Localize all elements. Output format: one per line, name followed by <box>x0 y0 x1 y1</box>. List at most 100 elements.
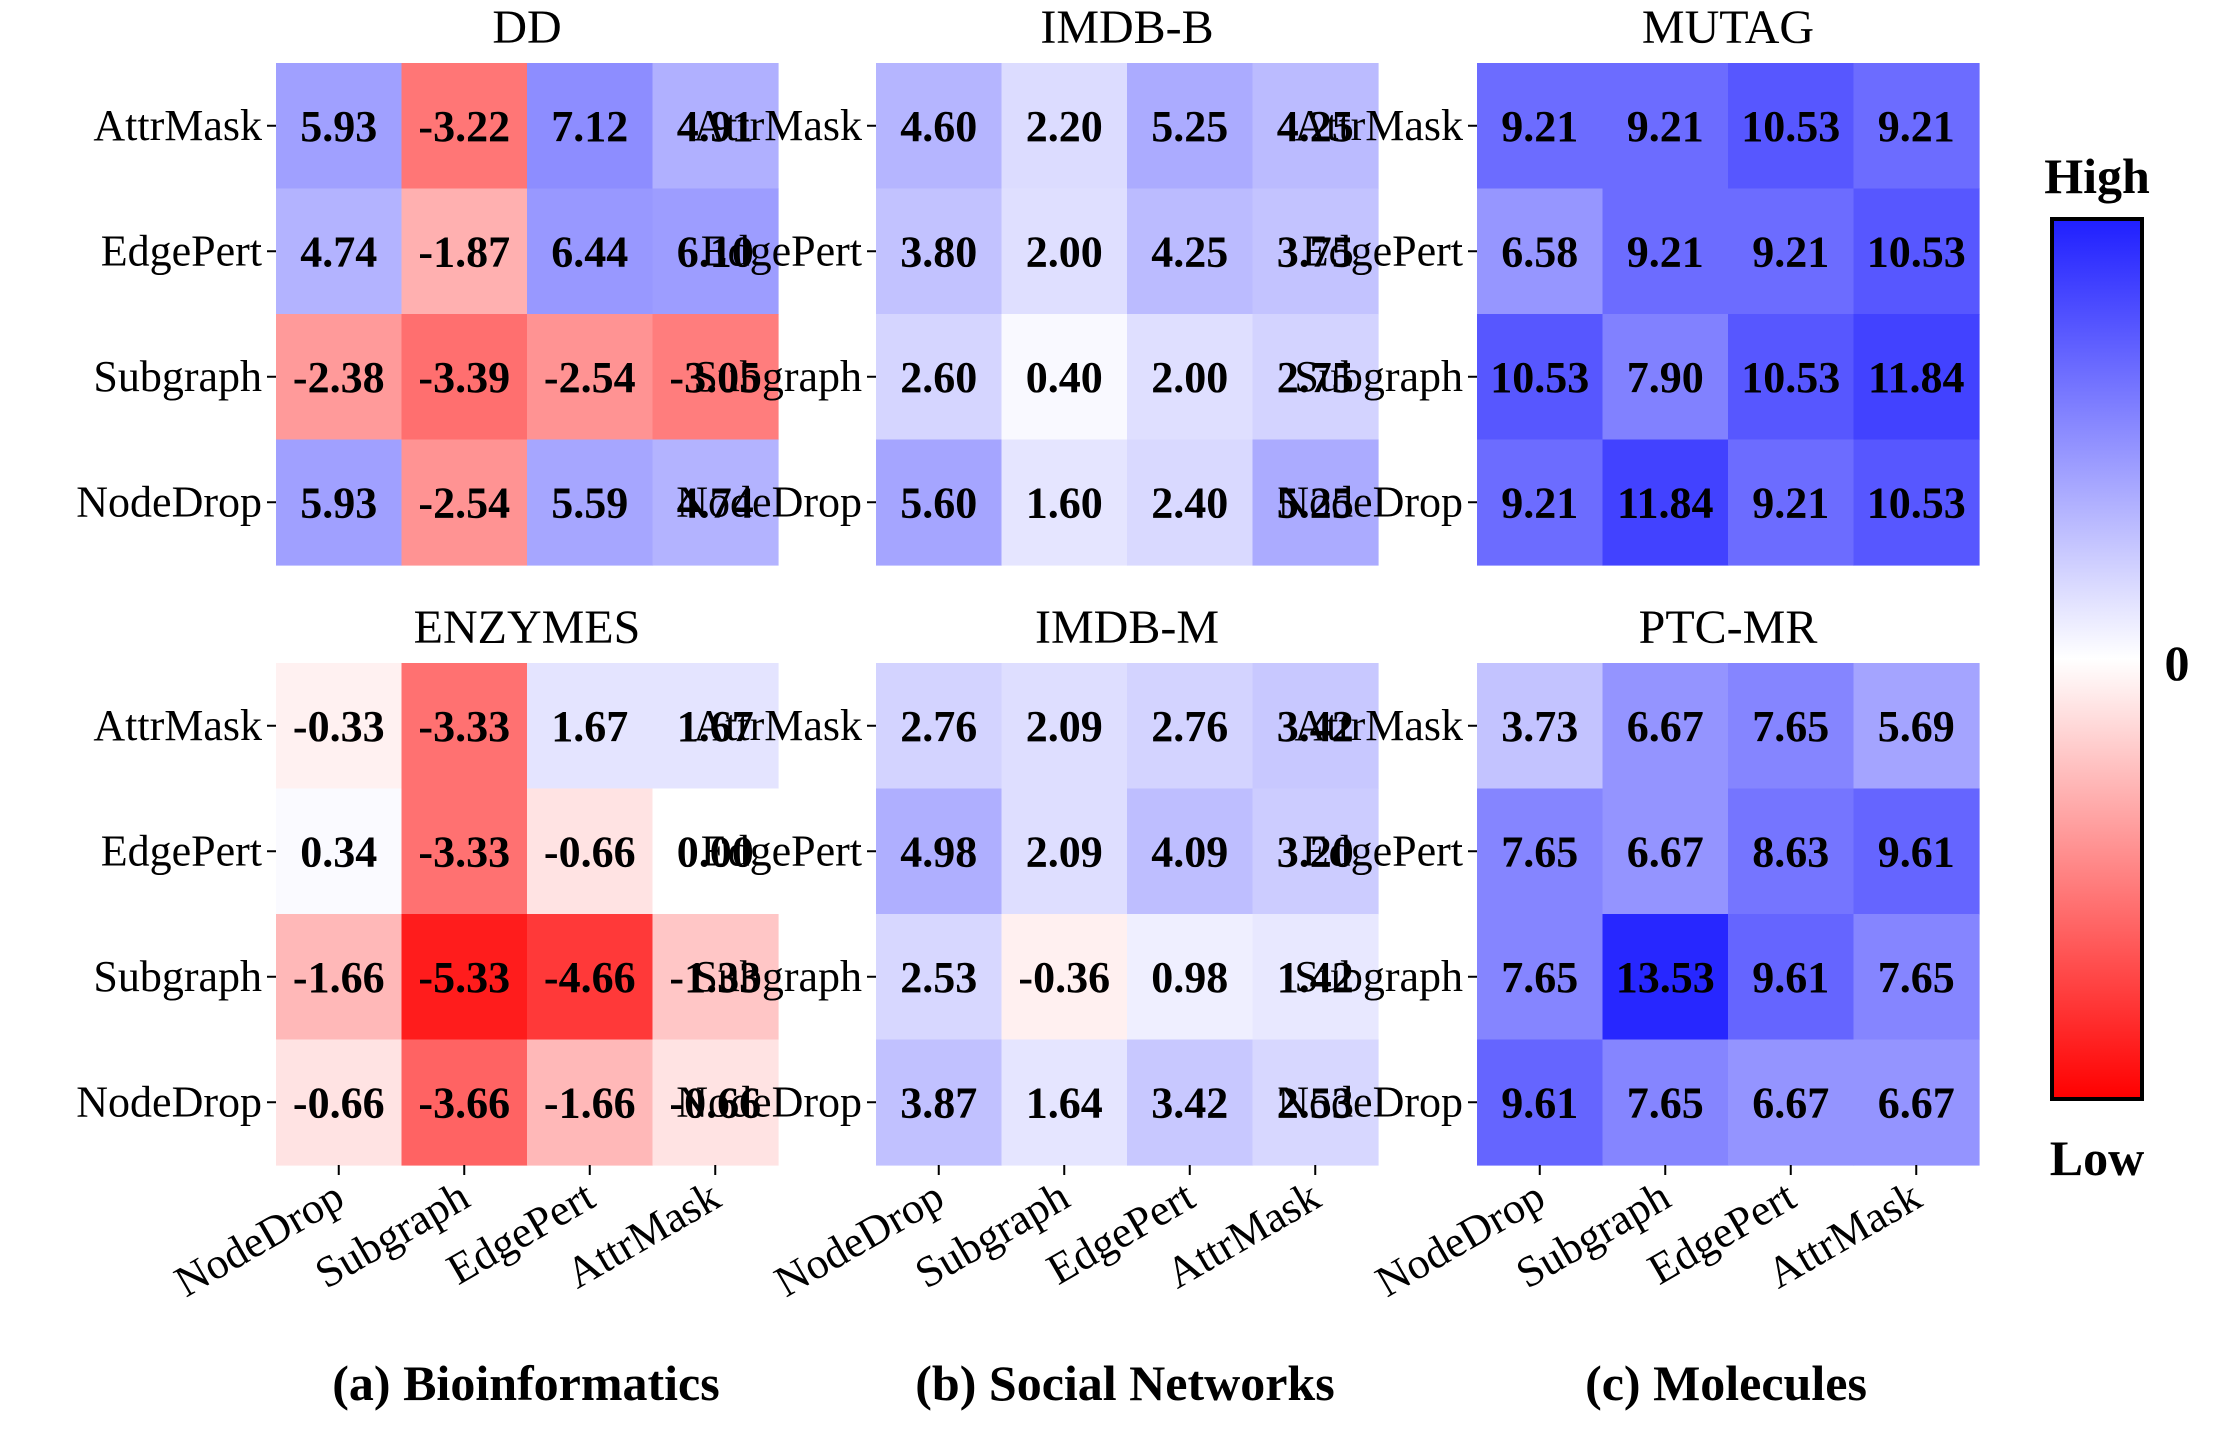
cell-value-label: 5.69 <box>1878 702 1955 751</box>
heatmap-cell <box>1252 188 1379 315</box>
y-tick-label: EdgePert <box>101 826 262 875</box>
heatmap-enzymes: ENZYMES -0.33 -3.33 1.67 1.67 0.34 -3.33 -0.66 0… <box>76 601 779 1307</box>
cell-value-label: 5.60 <box>900 478 977 527</box>
y-tick-label: AttrMask <box>93 701 262 750</box>
cell-value-label: 3.42 <box>1277 702 1354 751</box>
cell-value-label: 5.25 <box>1277 478 1354 527</box>
cell-value-label: -1.66 <box>293 953 385 1002</box>
cell-value-label: 5.93 <box>300 102 377 151</box>
heatmap-cell <box>276 914 403 1041</box>
caption-molecules: (c) Molecules <box>1585 1355 1867 1411</box>
colorbar-low-label: Low <box>2050 1130 2144 1186</box>
cell-value-label: 1.67 <box>677 702 754 751</box>
heatmap-cell <box>276 188 403 315</box>
cell-value-label: -1.87 <box>418 227 510 276</box>
cell-value-label: 6.67 <box>1627 702 1704 751</box>
heatmap-cell <box>1728 914 1855 1041</box>
heatmap-cell <box>1001 663 1128 790</box>
panel-captions: (a) Bioinformatics (b) Social Networks (… <box>332 1355 1867 1411</box>
cell-value-label: 10.53 <box>1741 353 1840 402</box>
heatmap-imdb-m: IMDB-M 2.76 2.09 2.76 3.42 4.98 2.09 4.09 3.20 2.… <box>676 601 1379 1307</box>
cell-value-label: -4.66 <box>544 953 636 1002</box>
y-tick-label: Subgraph <box>1294 352 1463 401</box>
cell-value-label: -3.66 <box>418 1078 510 1127</box>
y-tick-label: NodeDrop <box>76 477 262 526</box>
cell-value-label: 7.65 <box>1752 702 1829 751</box>
heatmap-cell <box>527 63 654 190</box>
cell-value-label: 2.00 <box>1151 353 1228 402</box>
heatmap-cell <box>1853 1039 1980 1166</box>
heatmap-cell <box>1853 439 1980 566</box>
heatmap-cell <box>401 314 528 441</box>
panel-title: ENZYMES <box>414 601 641 654</box>
heatmap-cell <box>1477 914 1604 1041</box>
cell-value-label: 6.10 <box>677 227 754 276</box>
heatmap-cell <box>1252 663 1379 790</box>
cell-value-label: 0.40 <box>1026 353 1103 402</box>
cell-value-label: 7.65 <box>1627 1078 1704 1127</box>
heatmap-cell <box>1728 663 1855 790</box>
cell-value-label: 9.21 <box>1627 102 1704 151</box>
cell-value-label: 9.61 <box>1752 953 1829 1002</box>
y-tick-label: NodeDrop <box>676 1077 862 1126</box>
cell-value-label: 13.53 <box>1616 953 1715 1002</box>
cell-value-label: 4.91 <box>677 102 754 151</box>
heatmap-cell <box>1602 188 1729 315</box>
cell-value-label: 1.60 <box>1026 478 1103 527</box>
y-tick-label: AttrMask <box>1294 701 1463 750</box>
cell-value-label: 0.00 <box>677 827 754 876</box>
heatmap-cell <box>276 439 403 566</box>
caption-bioinformatics: (a) Bioinformatics <box>332 1355 719 1411</box>
cell-value-label: 1.42 <box>1277 953 1354 1002</box>
heatmap-cell <box>652 788 779 915</box>
cell-value-label: 9.21 <box>1627 227 1704 276</box>
heatmap-cell <box>652 63 779 190</box>
heatmap-cell <box>276 1039 403 1166</box>
cell-value-label: 2.53 <box>1277 1078 1354 1127</box>
heatmap-cell <box>527 314 654 441</box>
heatmap-cell <box>1001 63 1128 190</box>
cell-value-label: 9.21 <box>1752 227 1829 276</box>
cell-value-label: -1.66 <box>544 1078 636 1127</box>
heatmap-cell <box>401 439 528 566</box>
cell-value-label: 3.20 <box>1277 827 1354 876</box>
heatmap-cell <box>401 914 528 1041</box>
heatmap-cell <box>652 1039 779 1166</box>
heatmap-cell <box>1252 788 1379 915</box>
heatmap-cell <box>527 914 654 1041</box>
heatmap-cell <box>527 788 654 915</box>
colorbar-high-label: High <box>2044 148 2150 204</box>
heatmap-cell <box>527 188 654 315</box>
heatmap-cell <box>876 63 1003 190</box>
colorbar: High 0 Low <box>2044 148 2189 1186</box>
heatmap-cell <box>1853 663 1980 790</box>
panel-title: IMDB-M <box>1035 601 1219 654</box>
cell-value-label: -0.66 <box>669 1078 761 1127</box>
y-tick-label: NodeDrop <box>76 1077 262 1126</box>
heatmap-cell <box>1001 1039 1128 1166</box>
heatmap-cell <box>1602 788 1729 915</box>
heatmap-cell <box>1602 439 1729 566</box>
heatmap-cell <box>1602 63 1729 190</box>
heatmap-cell <box>1001 188 1128 315</box>
heatmap-cell <box>1127 63 1254 190</box>
heatmap-panels: DD 5.93 -3.22 7.12 4.91 4.74 -1.87 6.44 6.10 -2.3… <box>76 1 1980 1307</box>
cell-value-label: 8.63 <box>1752 827 1829 876</box>
heatmap-cell <box>876 663 1003 790</box>
cell-value-label: -3.33 <box>418 827 510 876</box>
cell-value-label: 9.21 <box>1878 102 1955 151</box>
cell-value-label: 11.84 <box>1617 478 1714 527</box>
heatmap-cell <box>876 188 1003 315</box>
heatmap-cell <box>1127 314 1254 441</box>
y-tick-label: Subgraph <box>693 952 862 1001</box>
heatmap-cell <box>1127 914 1254 1041</box>
cell-value-label: 9.21 <box>1752 478 1829 527</box>
heatmap-cell <box>1127 1039 1254 1166</box>
cell-value-label: -0.33 <box>293 702 385 751</box>
heatmap-dd: DD 5.93 -3.22 7.12 4.91 4.74 -1.87 6.44 6.10 -2.3… <box>76 1 779 566</box>
heatmap-cell <box>1001 439 1128 566</box>
heatmap-cell <box>527 439 654 566</box>
cell-value-label: -3.05 <box>669 353 761 402</box>
cell-value-label: 0.98 <box>1151 953 1228 1002</box>
cell-value-label: 1.67 <box>551 702 628 751</box>
